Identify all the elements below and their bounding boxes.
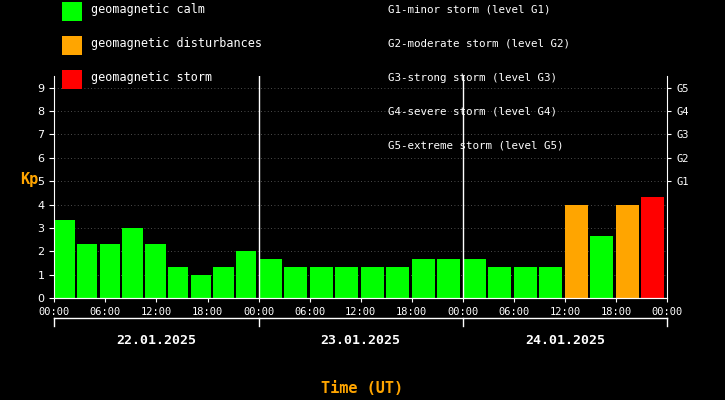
Bar	[77, 244, 97, 298]
Bar	[514, 267, 536, 298]
Text: Time (UT): Time (UT)	[321, 381, 404, 396]
Bar	[54, 220, 75, 298]
Bar	[489, 267, 511, 298]
Bar	[539, 267, 563, 298]
Text: 23.01.2025: 23.01.2025	[320, 334, 401, 347]
Bar	[310, 267, 333, 298]
Text: G2-moderate storm (level G2): G2-moderate storm (level G2)	[388, 39, 570, 49]
Bar	[100, 244, 120, 298]
Bar	[360, 267, 384, 298]
Text: G5-extreme storm (level G5): G5-extreme storm (level G5)	[388, 141, 563, 151]
Text: G4-severe storm (level G4): G4-severe storm (level G4)	[388, 107, 557, 117]
Bar	[236, 251, 257, 298]
Bar	[565, 204, 588, 298]
Bar	[386, 267, 409, 298]
Bar	[412, 259, 435, 298]
Bar	[590, 236, 613, 298]
Bar	[213, 267, 233, 298]
Bar	[167, 267, 188, 298]
Text: G1-minor storm (level G1): G1-minor storm (level G1)	[388, 5, 550, 15]
Bar	[463, 259, 486, 298]
Y-axis label: Kp: Kp	[20, 172, 38, 187]
Bar	[616, 204, 639, 298]
Bar	[642, 197, 664, 298]
Text: geomagnetic disturbances: geomagnetic disturbances	[91, 38, 262, 50]
Bar	[335, 267, 358, 298]
Text: 22.01.2025: 22.01.2025	[117, 334, 196, 347]
Bar	[123, 228, 143, 298]
Bar	[437, 259, 460, 298]
Bar	[191, 275, 211, 298]
Text: geomagnetic storm: geomagnetic storm	[91, 72, 212, 84]
Bar	[284, 267, 307, 298]
Text: 24.01.2025: 24.01.2025	[525, 334, 605, 347]
Text: geomagnetic calm: geomagnetic calm	[91, 4, 204, 16]
Text: G3-strong storm (level G3): G3-strong storm (level G3)	[388, 73, 557, 83]
Bar	[259, 259, 281, 298]
Bar	[145, 244, 165, 298]
